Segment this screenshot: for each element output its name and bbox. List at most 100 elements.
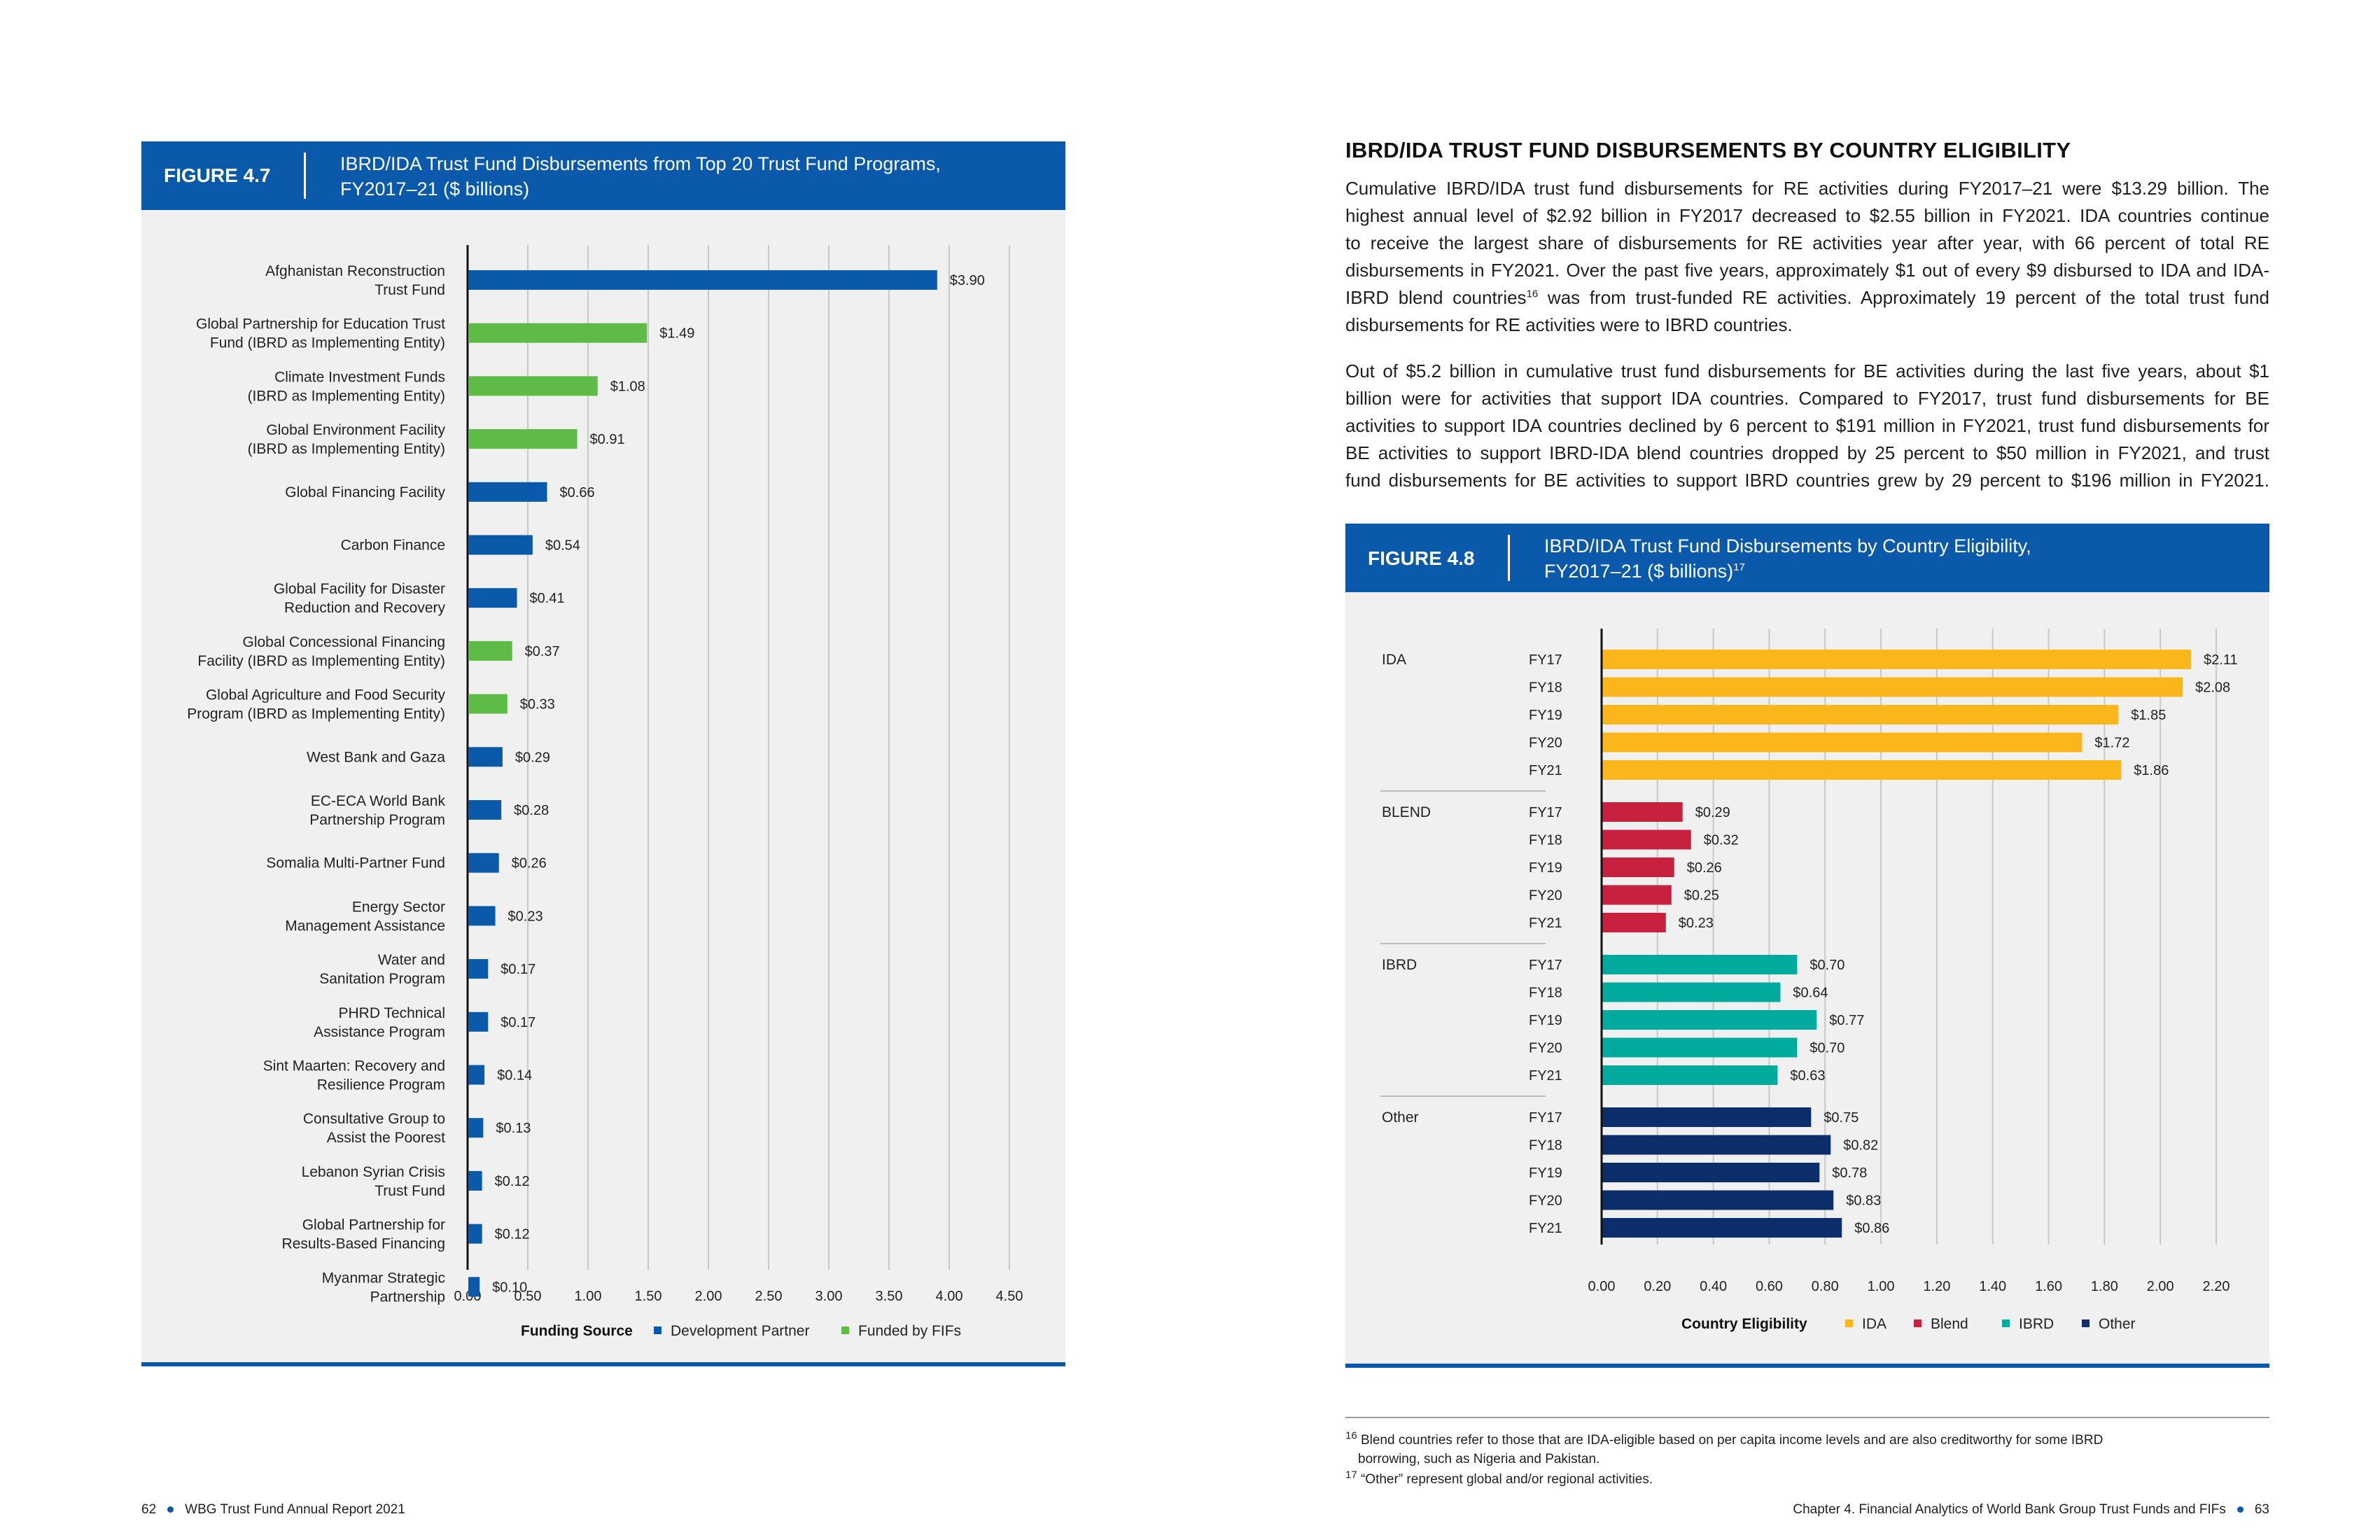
bar bbox=[468, 1170, 482, 1191]
paragraph-1-line: to receive the largest share of disburse… bbox=[1345, 232, 2269, 253]
bar bbox=[1602, 858, 1674, 877]
paragraph-2: Out of $5.2 billion in cumulative trust … bbox=[1345, 358, 2269, 494]
x-tick-label: 0.00 bbox=[1588, 1279, 1616, 1294]
category-label: Trust Fund bbox=[374, 282, 445, 298]
data-label: $0.13 bbox=[496, 1121, 531, 1136]
category-label: West Bank and Gaza bbox=[307, 749, 445, 765]
category-label: PHRD Technical bbox=[338, 1005, 445, 1021]
bar bbox=[468, 588, 517, 608]
bullet-dot-icon bbox=[2236, 1506, 2244, 1513]
footnote-text: “Other” represent global and/or regional… bbox=[1360, 1472, 1653, 1487]
category-label: Somalia Multi-Partner Fund bbox=[266, 855, 445, 872]
footnote-divider bbox=[1345, 1417, 2269, 1418]
figure-header-divider bbox=[304, 153, 306, 199]
x-tick-label: 4.00 bbox=[936, 1289, 963, 1304]
bar bbox=[468, 1011, 489, 1032]
x-tick-label: 0.60 bbox=[1756, 1279, 1783, 1294]
figure-4-7: FIGURE 4.7 IBRD/IDA Trust Fund Disbursem… bbox=[141, 141, 1065, 1366]
category-label: Global Financing Facility bbox=[285, 484, 445, 500]
text-span: IBRD blend countries bbox=[1345, 287, 1527, 308]
category-label: Afghanistan Reconstruction bbox=[265, 263, 445, 279]
group-label: IDA bbox=[1382, 652, 1406, 668]
data-label: $0.23 bbox=[1679, 916, 1714, 931]
bar bbox=[1602, 677, 2183, 697]
category-label: Facility (IBRD as Implementing Entity) bbox=[197, 653, 445, 669]
data-label: $0.26 bbox=[512, 856, 547, 872]
data-label: $0.14 bbox=[497, 1068, 532, 1084]
category-label: Program (IBRD as Implementing Entity) bbox=[187, 706, 445, 722]
bar bbox=[468, 1065, 485, 1085]
left-page-footer: 62 WBG Trust Fund Annual Report 2021 bbox=[141, 1502, 405, 1518]
year-label: FY17 bbox=[1529, 958, 1562, 973]
category-label: (IBRD as Implementing Entity) bbox=[248, 441, 445, 457]
bar bbox=[468, 640, 512, 661]
x-tick-label: 2.00 bbox=[2147, 1279, 2174, 1294]
category-label: Consultative Group to bbox=[303, 1111, 445, 1127]
year-label: FY19 bbox=[1529, 708, 1562, 723]
paragraph-1-line: Cumulative IBRD/IDA trust fund disbursem… bbox=[1345, 178, 2269, 199]
year-label: FY21 bbox=[1529, 916, 1562, 931]
paragraph-1-line: highest annual level of $2.92 billion in… bbox=[1345, 205, 2269, 226]
figure-title-line1: IBRD/IDA Trust Fund Disbursements from T… bbox=[340, 153, 941, 174]
x-tick-label: 0.40 bbox=[1700, 1279, 1727, 1294]
legend-title: Country Eligibility bbox=[1681, 1316, 1807, 1332]
bar bbox=[1602, 732, 2082, 752]
data-label: $0.77 bbox=[1829, 1013, 1864, 1028]
x-tick-label: 1.60 bbox=[2035, 1279, 2062, 1294]
footnote-16: 16 Blend countries refer to those that a… bbox=[1345, 1431, 2269, 1469]
chapter-title: Chapter 4. Financial Analytics of World … bbox=[1793, 1502, 2226, 1517]
category-label: Climate Investment Funds bbox=[274, 369, 445, 385]
x-tick-label: 3.50 bbox=[876, 1289, 903, 1304]
bar bbox=[1602, 955, 1798, 974]
data-label: $0.64 bbox=[1793, 986, 1828, 1001]
footnote-number: 16 bbox=[1345, 1429, 1357, 1442]
x-tick-label: 0.50 bbox=[514, 1289, 542, 1304]
year-label: FY19 bbox=[1529, 1166, 1562, 1181]
category-label: Global Concessional Financing bbox=[243, 634, 446, 650]
paragraph-2-line: Out of $5.2 billion in cumulative trust … bbox=[1345, 360, 2269, 382]
paragraph-2-line: activities to support IDA countries decl… bbox=[1345, 415, 2269, 436]
data-label: $0.66 bbox=[560, 485, 595, 500]
figure-label: FIGURE 4.7 bbox=[164, 164, 271, 186]
figure-4-8-header: FIGURE 4.8 IBRD/IDA Trust Fund Disbursem… bbox=[1345, 524, 2269, 592]
bar bbox=[1602, 885, 1672, 905]
data-label: $1.86 bbox=[2134, 763, 2169, 778]
category-label: Myanmar Strategic bbox=[322, 1270, 445, 1286]
x-tick-label: 1.50 bbox=[635, 1289, 662, 1304]
year-label: FY21 bbox=[1529, 763, 1562, 778]
country-eligibility-bar-chart: 0.00 0.20 0.40 0.60 0.80 1.00 1.20 1.40 1.60 1.80… bbox=[1380, 629, 2238, 1332]
x-tick-label: 3.00 bbox=[816, 1289, 843, 1304]
bar bbox=[1602, 1065, 1778, 1085]
category-label: Results-Based Financing bbox=[282, 1236, 445, 1252]
bar bbox=[468, 747, 503, 767]
footnote-number: 17 bbox=[1345, 1469, 1357, 1481]
bar bbox=[468, 1224, 482, 1244]
data-label: $0.29 bbox=[515, 750, 550, 765]
x-tick-label: 0.20 bbox=[1644, 1279, 1671, 1294]
data-label: $1.72 bbox=[2094, 736, 2129, 751]
data-label: $0.37 bbox=[525, 644, 560, 659]
figure-title: IBRD/IDA Trust Fund Disbursements from T… bbox=[340, 151, 941, 202]
paragraph-2-line: fund disbursements for BE activities to … bbox=[1345, 470, 2269, 491]
data-label: $0.63 bbox=[1790, 1068, 1825, 1084]
page-number: 62 bbox=[141, 1502, 157, 1517]
year-label: FY19 bbox=[1529, 860, 1562, 876]
paragraph-1: Cumulative IBRD/IDA trust fund disbursem… bbox=[1345, 175, 2269, 339]
data-label: $0.17 bbox=[500, 1015, 536, 1030]
data-label: $0.83 bbox=[1846, 1194, 1881, 1209]
footnote-ref-17[interactable]: 17 bbox=[1733, 561, 1745, 573]
bar bbox=[1602, 830, 1691, 850]
bar bbox=[1602, 913, 1666, 932]
bar bbox=[468, 535, 533, 555]
legend-label: Blend bbox=[1931, 1316, 1968, 1332]
footnote-ref-16[interactable]: 16 bbox=[1526, 288, 1539, 300]
legend-swatch bbox=[2002, 1320, 2010, 1327]
figure-bottom-rule bbox=[141, 1362, 1065, 1366]
data-label: $0.12 bbox=[495, 1227, 530, 1242]
data-label: $0.78 bbox=[1832, 1166, 1867, 1181]
data-label: $0.28 bbox=[514, 803, 549, 818]
footnote-line: 16 Blend countries refer to those that a… bbox=[1345, 1431, 2269, 1450]
bar bbox=[468, 1118, 484, 1138]
year-label: FY20 bbox=[1529, 1194, 1562, 1209]
x-tick-label: 1.40 bbox=[1979, 1279, 2006, 1294]
